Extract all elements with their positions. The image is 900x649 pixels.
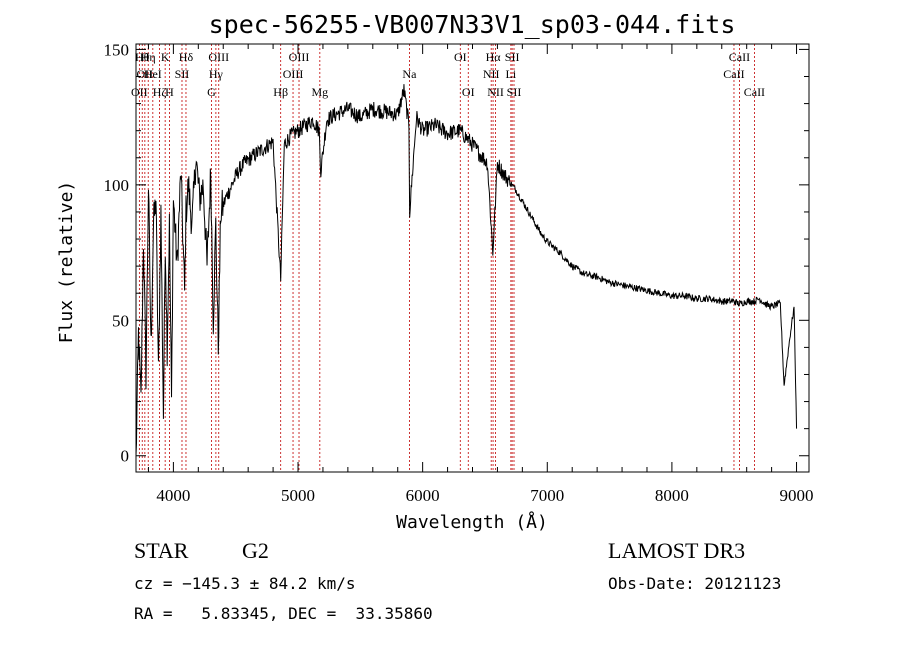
axes-ticks	[136, 44, 809, 472]
y-tick-label-150: 150	[104, 40, 130, 59]
line-label-1: Hθ	[135, 50, 150, 64]
line-label-15: OIII	[289, 50, 310, 64]
line-label-28: CaII	[744, 85, 765, 99]
tick-labels: 4000 5000 6000 7000 8000 9000 0 50 100 150	[104, 40, 814, 505]
subclass: G2	[242, 538, 269, 563]
line-label-26: CaII	[723, 67, 744, 81]
y-axis-label: Flux (relative)	[56, 181, 77, 344]
line-label-21: Hα	[486, 50, 502, 64]
line-label-23: Li	[506, 67, 517, 81]
spectrum-series	[135, 84, 798, 456]
line-label-22: NII	[487, 85, 504, 99]
x-tick-label-4000: 4000	[156, 486, 190, 505]
line-label-6: K	[161, 50, 170, 64]
plot-frame	[135, 43, 810, 473]
line-label-24: SII	[505, 50, 520, 64]
y-tick-label-50: 50	[112, 311, 129, 330]
y-tick-label-100: 100	[104, 176, 130, 195]
line-label-12: OIII	[208, 50, 229, 64]
x-tick-label-7000: 7000	[530, 486, 564, 505]
line-label-4: HeI	[144, 67, 162, 81]
x-tick-label-6000: 6000	[406, 486, 440, 505]
line-labels: OIIHθOIIHηHeIHζKHSIIHδGHγOIIIHβOIIIOIIIM…	[131, 50, 765, 99]
line-label-17: Na	[402, 67, 417, 81]
line-label-10: G	[207, 85, 216, 99]
line-label-8: SII	[175, 67, 190, 81]
line-label-25: SII	[507, 85, 522, 99]
line-label-19: OI	[462, 85, 475, 99]
coordinates: RA = 5.83345, DEC = 33.35860	[134, 604, 433, 623]
x-tick-label-9000: 9000	[780, 486, 814, 505]
chart-title: spec-56255-VB007N33V1_sp03-044.fits	[209, 10, 736, 39]
y-tick-label-0: 0	[121, 447, 130, 466]
line-label-18: OI	[454, 50, 467, 64]
line-label-14: OIII	[283, 67, 304, 81]
line-label-13: Hβ	[273, 85, 288, 99]
line-label-20: NII	[483, 67, 500, 81]
line-label-3: Hη	[141, 50, 156, 64]
x-axis-label: Wavelength (Å)	[396, 511, 548, 533]
line-label-16: Mg	[311, 85, 328, 99]
redshift-readout: cz = −145.3 ± 84.2 km/s	[134, 574, 356, 593]
x-tick-label-8000: 8000	[655, 486, 689, 505]
line-label-9: Hδ	[179, 50, 194, 64]
line-label-11: Hγ	[209, 67, 224, 81]
line-label-0: OII	[131, 85, 148, 99]
line-label-27: CaII	[729, 50, 750, 64]
line-markers	[138, 44, 755, 472]
survey-name: LAMOST DR3	[608, 538, 746, 563]
line-label-2: OII	[137, 67, 154, 81]
object-class: STAR	[134, 538, 189, 563]
line-label-7: H	[165, 85, 174, 99]
x-tick-label-5000: 5000	[281, 486, 315, 505]
obs-date: Obs-Date: 20121123	[608, 574, 782, 593]
line-label-5: Hζ	[153, 85, 167, 99]
